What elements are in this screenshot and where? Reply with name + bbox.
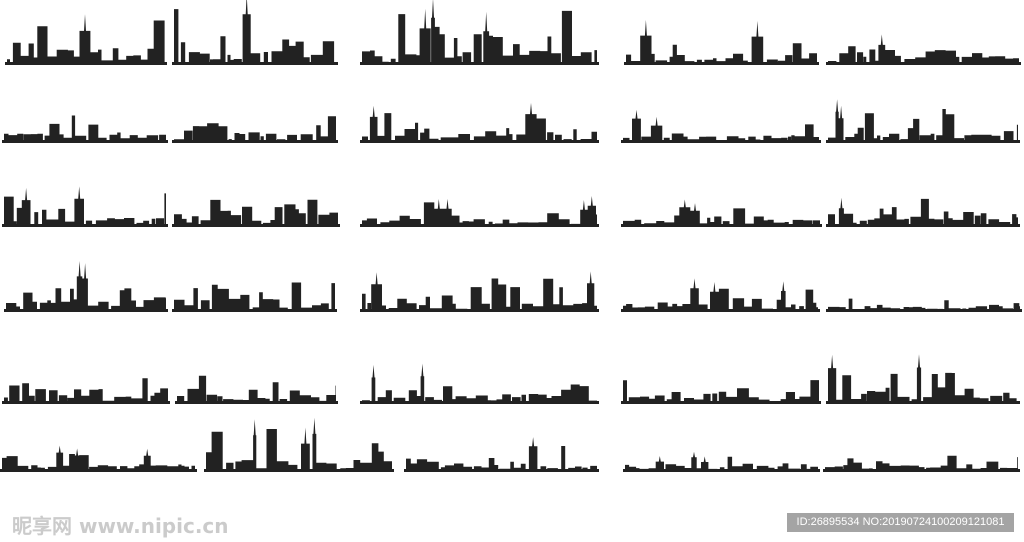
skyline [621,380,821,404]
skyline [2,378,170,404]
skyline [360,196,599,227]
skyline [826,354,1020,404]
skyline [360,271,599,312]
skyline [0,445,197,472]
skyline [826,34,1021,65]
skyline [360,102,599,143]
skyline [172,116,338,143]
watermark-site: 昵享网 www.nipic.cn [12,514,229,538]
skyline [823,455,1020,472]
skyline [621,109,821,143]
skyline [621,199,822,227]
skyline [624,19,819,65]
skyline [826,197,1020,227]
skyline [623,451,820,472]
skyline [2,115,168,143]
skyline [826,298,1022,312]
watermark-id: ID:26895534 NO:20190724100209121081 [787,513,1014,532]
skyline [172,282,337,312]
skyline [5,14,167,66]
skyline [204,417,394,472]
skyline [2,186,168,227]
skyline [172,0,338,65]
skyline [404,437,599,472]
skyline [4,261,168,312]
skyline [826,99,1020,143]
skyline [621,278,820,312]
skyline [360,0,599,65]
skyline [360,363,599,404]
skyline [175,375,338,404]
skyline [172,199,340,227]
